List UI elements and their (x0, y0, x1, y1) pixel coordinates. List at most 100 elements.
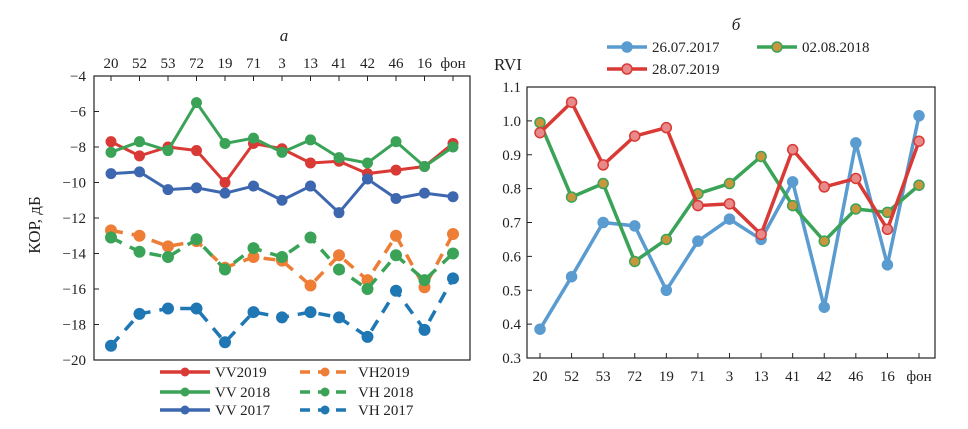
legend-label: VV2019 (215, 365, 267, 381)
data-point (190, 302, 203, 315)
series-vv-2018 (105, 97, 459, 173)
legend-marker (621, 63, 633, 75)
data-point (276, 311, 288, 324)
data-point (248, 180, 259, 192)
panel-b-frame (526, 86, 936, 359)
data-point (390, 164, 402, 176)
data-point (418, 323, 431, 336)
panel-b-series (534, 96, 925, 335)
data-point (134, 136, 145, 148)
series-26-07-2017 (534, 110, 925, 335)
panel-b-x-tick-label: 13 (754, 369, 769, 385)
panel-a-x-tick-label: 46 (389, 56, 405, 72)
data-point (333, 263, 345, 276)
panel-b-x-tick-label: 46 (848, 369, 864, 385)
panel-a-y-tick-label: −8 (70, 140, 86, 156)
data-point (390, 229, 402, 242)
data-point (692, 235, 704, 247)
legend-label: 28.07.2019 (652, 62, 720, 78)
data-point (565, 270, 578, 283)
data-point (191, 182, 202, 194)
data-point (305, 157, 316, 169)
data-point (565, 96, 578, 108)
data-point (276, 251, 288, 264)
data-point (597, 216, 609, 229)
series-28-07-2019 (534, 96, 925, 241)
legend-marker (621, 41, 633, 53)
data-point (248, 132, 259, 144)
panel-b-x-tick-label: 53 (596, 369, 611, 385)
data-point (723, 177, 736, 190)
panel-a-y-tick-label: −14 (63, 247, 87, 263)
data-point (723, 213, 736, 225)
data-point (276, 146, 288, 158)
data-point (333, 152, 345, 164)
data-point (850, 172, 862, 185)
panel-a-x-tick-label: 41 (332, 56, 347, 72)
panel-b-x-tick-label: 3 (726, 369, 734, 385)
panel-a-x-tick-label: 53 (161, 56, 176, 72)
panel-b-y-tick-labels: 1.1 1.0 0.9 0.8 0.7 0.6 0.5 0.4 0.3 (502, 80, 532, 367)
data-point (629, 255, 641, 268)
panel-a-y-tick-label: −6 (70, 105, 86, 121)
legend-marker (320, 367, 330, 377)
panel-b-y-tick-label: 0.7 (502, 216, 521, 232)
series-vh-2018 (105, 231, 459, 295)
panel-a-y-axis-label: КОР, дБ (25, 196, 44, 253)
data-point (419, 187, 430, 199)
data-point (133, 307, 146, 320)
data-point (305, 134, 316, 146)
legend-marker (320, 405, 330, 415)
data-point (597, 159, 609, 171)
data-point (105, 168, 117, 180)
legend-item-02-08-2018: 02.08.2018 (757, 40, 870, 56)
data-point (447, 141, 459, 153)
data-point (333, 249, 345, 262)
panel-b-y-tick-label: 0.8 (502, 182, 521, 198)
panel-b-x-tick-label: 42 (817, 369, 832, 385)
series-vv-2017 (105, 166, 459, 219)
data-point (818, 181, 830, 193)
data-point (881, 223, 894, 236)
data-point (305, 180, 316, 192)
panel-a-x-tick-label: 52 (132, 56, 147, 72)
data-point (333, 207, 345, 219)
panel-a-series (105, 97, 459, 352)
data-point (105, 339, 117, 352)
data-point (362, 157, 373, 169)
panel-b-x-tick-label: 19 (659, 369, 674, 385)
data-point (818, 301, 830, 313)
data-point (447, 191, 459, 203)
panel-b-x-tick-label: 71 (690, 369, 705, 385)
panel-a-x-tick-label: 71 (246, 56, 261, 72)
panel-a-x-tick-label: 42 (360, 56, 375, 72)
data-point (390, 192, 402, 204)
panel-a-legend: VV2019 VH2019 VV 2018 VH 2018 VV 2017 VH 2017 (160, 365, 414, 419)
legend-item-28-07-2019: 28.07.2019 (607, 62, 720, 78)
data-point (362, 173, 373, 185)
data-point (304, 231, 317, 244)
legend-item-vv2019: VV2019 (160, 365, 267, 381)
data-point (219, 177, 231, 188)
legend-marker (771, 41, 783, 53)
data-point (134, 150, 145, 162)
panel-a-label: а (280, 26, 289, 45)
data-point (247, 306, 260, 319)
data-point (850, 137, 862, 149)
legend-item-vh-2018: VH 2018 (300, 385, 413, 401)
panel-b-y-tick-label: 0.9 (502, 148, 521, 164)
data-point (247, 242, 260, 255)
panel-a-y-tick-label: −20 (63, 353, 86, 369)
data-point (219, 137, 231, 149)
data-point (447, 247, 459, 260)
panel-a-x-tick-label: 20 (104, 56, 119, 72)
panel-a-x-tick-label: фон (440, 56, 465, 72)
data-point (913, 135, 925, 147)
data-point (105, 231, 117, 244)
panel-b-y-tick-label: 1.0 (502, 114, 521, 130)
data-point (162, 240, 174, 253)
data-point (850, 203, 862, 215)
panel-a-y-tick-label: −12 (63, 211, 86, 227)
panel-a-y-tick-label: −18 (63, 318, 86, 334)
data-point (191, 97, 202, 109)
